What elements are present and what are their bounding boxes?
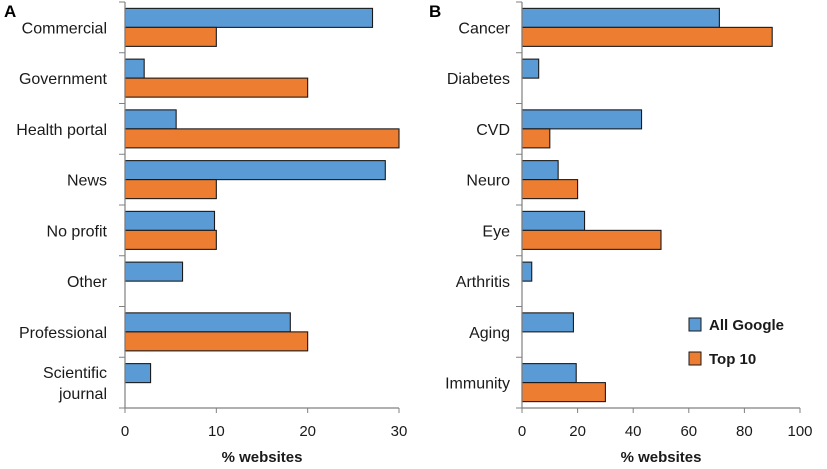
bar-top-10-immunity [521,382,606,403]
category-label: Neuro [466,173,510,190]
category-label-line: Government [19,71,108,88]
bar-all-google-diabetes [521,58,540,79]
chart-panel-a: A 0 10 20 30 % websites Commercial Government He… [4,1,408,466]
bar-all-google-arthritis [521,261,533,282]
category-label: Aging [469,325,510,342]
category-label-line: Eye [482,223,510,240]
category-label-line: Scientific [43,365,107,382]
category-label: Professional [19,325,107,342]
bar-all-google-news [124,160,386,181]
bar-top-10-health-portal [124,128,400,149]
bar-all-google-scientific-journal [124,363,152,384]
bar-top-10-government [124,77,309,98]
category-label-line: Professional [19,325,107,342]
bar-all-google-immunity [521,363,577,384]
bar-all-google-eye [521,210,586,231]
bar-all-google-aging [521,312,574,333]
category-label-line: Aging [469,325,510,342]
bar-all-google-government [124,58,145,79]
bar-all-google-professional [124,312,291,333]
bar-top-10-commercial [124,26,217,47]
category-label-line: Commercial [22,20,107,37]
category-label: Health portal [16,122,107,139]
x-tick-label: 60 [680,423,697,440]
bar-all-google-cancer [521,7,720,28]
bar-all-google-no-profit [124,210,216,231]
bar-top-10-cvd [521,128,551,149]
bar-top-10-no-profit [124,229,217,250]
bar-top-10-professional [124,331,309,352]
bar-top-10-neuro [521,179,579,200]
category-label: Diabetes [447,71,510,88]
bar-all-google-neuro [521,160,559,181]
category-label-line: Immunity [445,376,510,393]
x-tick-label: 100 [787,423,812,440]
category-label: Other [67,274,108,291]
category-label: Immunity [445,376,510,393]
category-label-line: journal [58,386,107,403]
category-label-line: Arthritis [456,274,510,291]
category-label-line: Neuro [466,173,510,190]
x-tick-label: 20 [569,423,586,440]
x-tick-label: 40 [625,423,642,440]
category-label-line: CVD [476,122,510,139]
x-tick-label: 30 [391,423,408,440]
x-axis-title: % websites [222,449,303,466]
category-label-line: Cancer [458,20,510,37]
legend-swatch-all-google [688,317,702,332]
bar-all-google-cvd [521,109,643,130]
category-label-line: No profit [47,223,108,240]
panel-label: B [429,2,441,21]
x-tick-label: 10 [208,423,225,440]
bar-top-10-cancer [521,26,773,47]
category-label: Arthritis [456,274,510,291]
category-label-line: Diabetes [447,71,510,88]
x-tick-label: 0 [518,423,526,440]
category-label-line: Health portal [16,122,107,139]
category-label: Commercial [22,20,107,37]
chart-panel-b: B 0 20 40 60 80 100 % websites Cancer Diabetes CVD… [429,1,813,466]
legend-label: All Google [709,317,784,334]
category-label-line: Other [67,274,108,291]
category-label: Government [19,71,108,88]
x-tick-label: 20 [299,423,316,440]
category-label: News [67,173,107,190]
category-label: Cancer [458,20,510,37]
category-label: Eye [482,223,510,240]
panel-label: A [4,2,16,21]
legend-label: Top 10 [709,351,756,368]
category-label-line: News [67,173,107,190]
bar-top-10-eye [521,229,662,250]
x-tick-label: 0 [121,423,129,440]
category-label: Scientific journal [43,365,107,403]
bar-all-google-other [124,261,184,282]
category-label: No profit [47,223,108,240]
category-label: CVD [476,122,510,139]
bar-all-google-health-portal [124,109,177,130]
x-tick-label: 80 [736,423,753,440]
bar-top-10-news [124,179,217,200]
bar-all-google-commercial [124,7,374,28]
legend-swatch-top-10 [688,351,702,366]
legend: All Google Top 10 [688,317,784,368]
x-axis-title: % websites [621,449,702,466]
